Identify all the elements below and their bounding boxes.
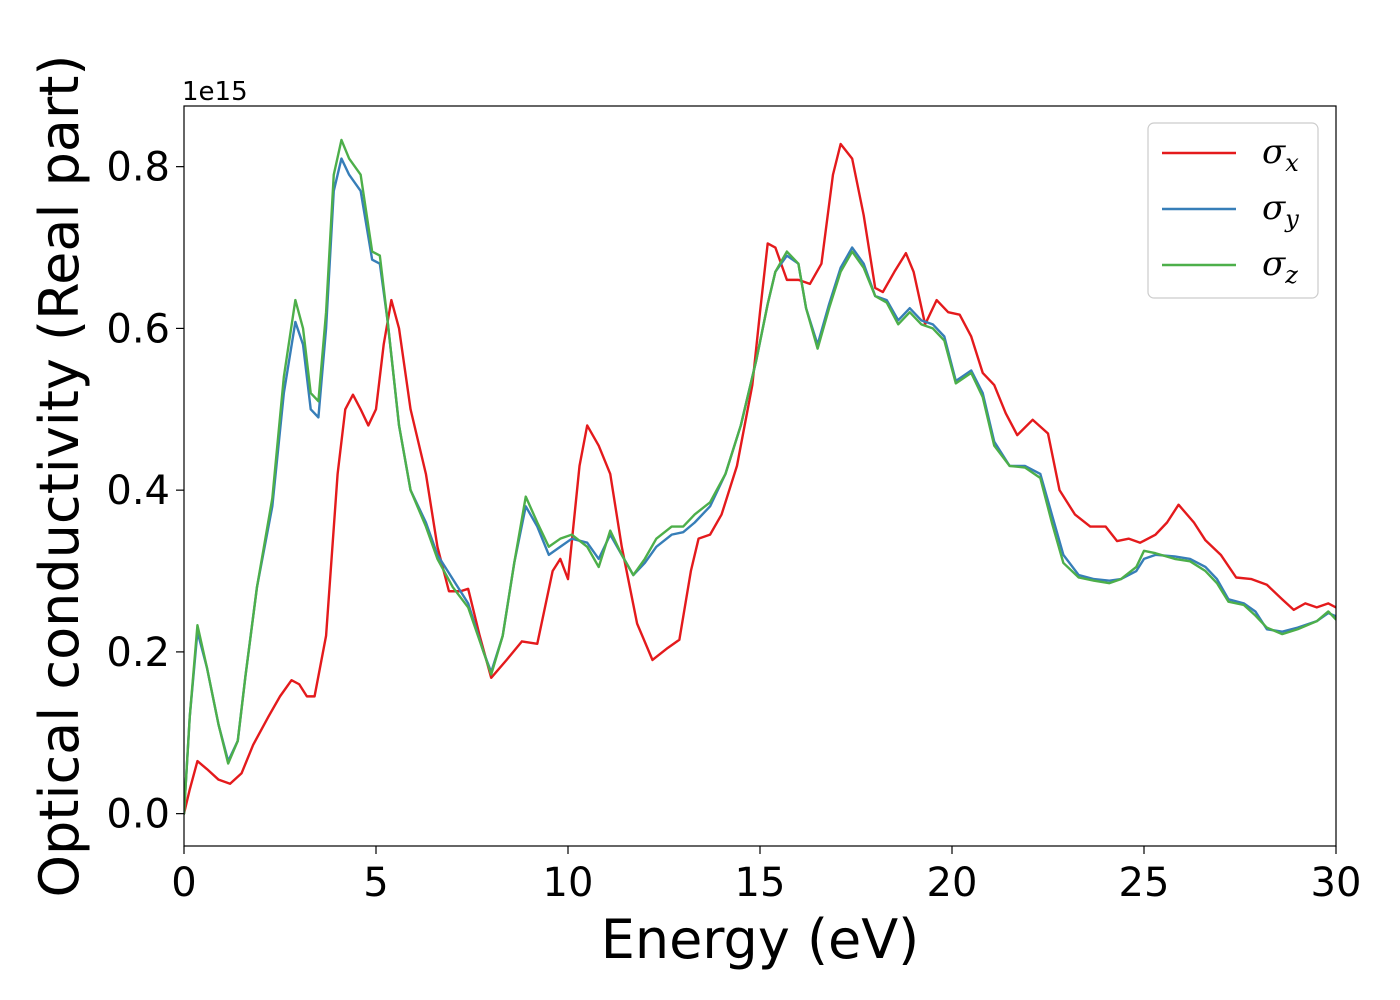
x-tick-label: 15: [735, 860, 786, 906]
legend-label-x: σx: [1262, 132, 1299, 177]
y-tick-label: 0.6: [106, 306, 170, 352]
legend: σx σy σz: [1147, 122, 1319, 299]
x-axis-ticks: 0 5 10 15 20 25 30: [171, 846, 1361, 906]
y-tick-label: 0.8: [106, 145, 170, 191]
x-tick-label: 5: [363, 860, 388, 906]
series-line-z: [184, 138, 1336, 815]
y-tick-label: 0.2: [106, 630, 170, 676]
x-tick-label: 30: [1311, 860, 1362, 906]
series-lines: [184, 138, 1336, 815]
series-line-x: [184, 142, 1336, 815]
x-tick-label: 25: [1119, 860, 1170, 906]
x-tick-label: 0: [171, 860, 196, 906]
legend-label-y: σy: [1262, 188, 1299, 233]
y-axis-ticks: 0.0 0.2 0.4 0.6 0.8: [106, 145, 184, 838]
y-axis-title: Optical conductivity (Real part): [28, 55, 91, 898]
legend-label-z: σz: [1262, 244, 1298, 289]
legend-entries: σx σy σz: [1162, 132, 1299, 289]
x-axis-title: Energy (eV): [601, 908, 920, 971]
y-tick-label: 0.0: [106, 792, 170, 838]
x-tick-label: 10: [543, 860, 594, 906]
y-offset-label: 1e15: [182, 77, 248, 107]
legend-box: [1147, 122, 1319, 299]
x-tick-label: 20: [927, 860, 978, 906]
y-tick-label: 0.4: [106, 468, 170, 514]
